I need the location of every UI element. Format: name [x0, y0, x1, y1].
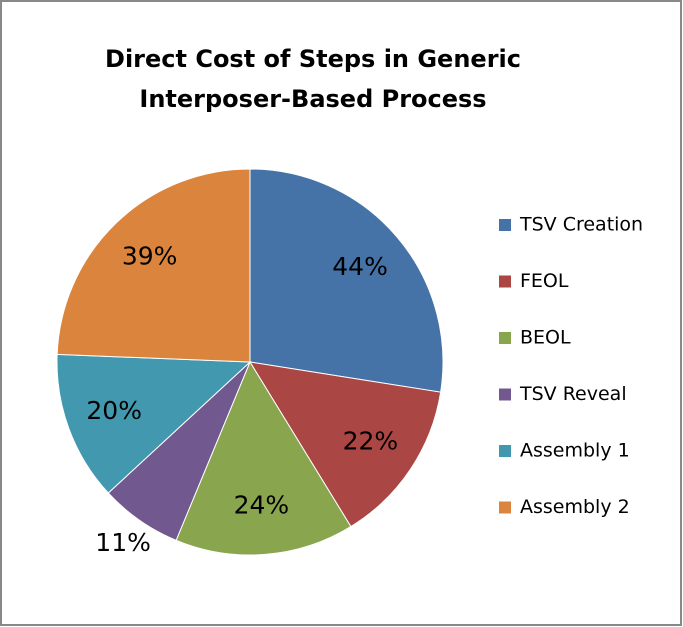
legend-swatch: [499, 275, 511, 288]
chart-title: Direct Cost of Steps in Generic: [105, 45, 521, 73]
pie-slice: [249, 361, 442, 528]
legend-label: TSV Creation: [519, 214, 643, 236]
legend-swatch: [499, 501, 511, 514]
legend-swatch: [499, 388, 511, 401]
legend-swatch: [499, 445, 511, 457]
pie-slice: [56, 168, 251, 363]
data-label: 24%: [234, 490, 290, 519]
data-label: 39%: [122, 242, 178, 271]
pie-slice: [249, 168, 444, 393]
pie-slice: [175, 360, 352, 556]
legend-swatch: [499, 332, 511, 344]
legend-label: TSV Reveal: [519, 383, 627, 405]
legend-label: Assembly 1: [520, 440, 630, 462]
data-label: 44%: [332, 252, 388, 281]
chart-subtitle: Interposer-Based Process: [139, 85, 486, 113]
legend-label: Assembly 2: [520, 496, 630, 518]
data-label: 20%: [86, 396, 142, 425]
data-label: 22%: [343, 426, 399, 455]
legend-label: BEOL: [520, 327, 571, 349]
legend-label: FEOL: [520, 270, 569, 292]
legend-swatch: [499, 219, 511, 231]
data-label: 11%: [95, 528, 151, 557]
pie-slice: [56, 353, 252, 494]
